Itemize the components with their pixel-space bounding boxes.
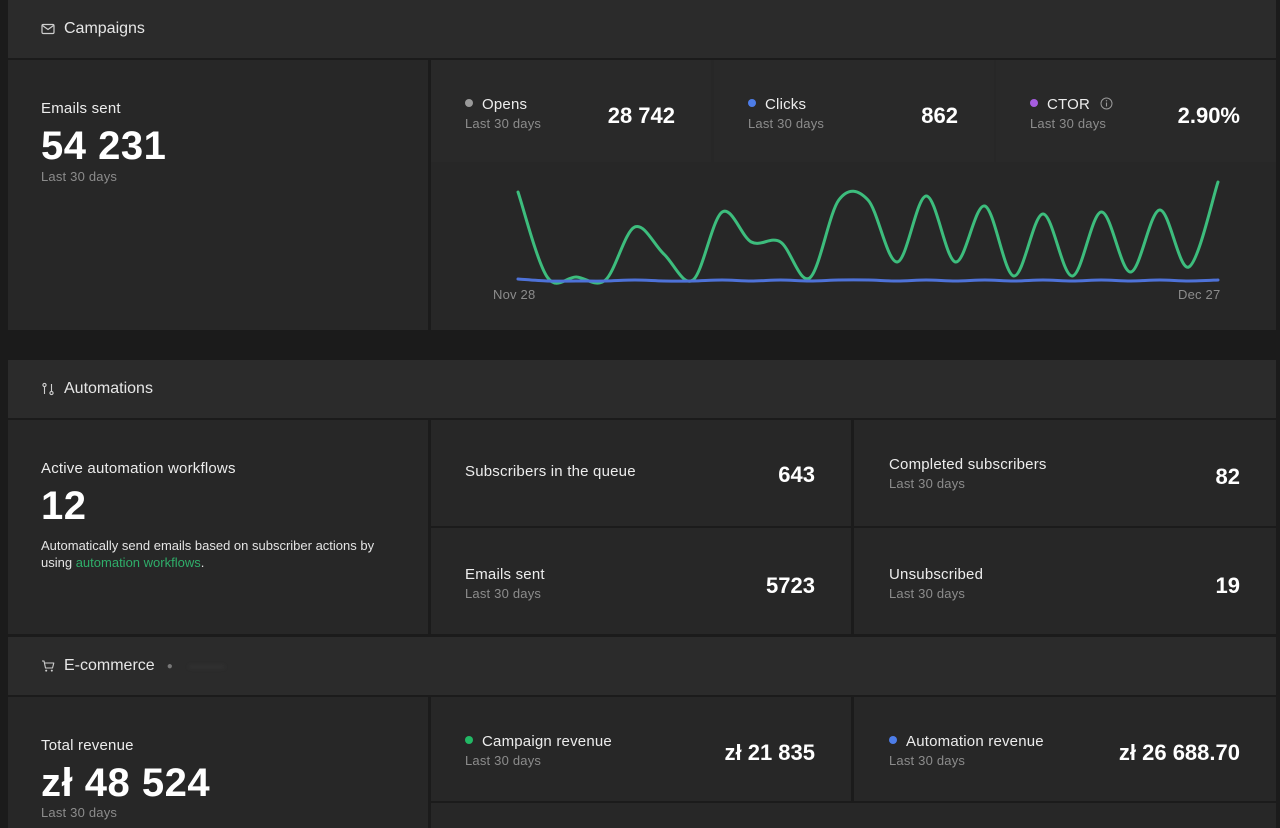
stat-emails-period: Last 30 days — [465, 586, 542, 601]
ctor-legend-dot — [1030, 99, 1038, 107]
automations-header: Automations — [8, 360, 1276, 418]
metric-ctor-label: CTOR — [1030, 96, 1113, 114]
metric-opens-period: Last 30 days — [465, 116, 542, 131]
automations-title: Automations — [64, 380, 153, 397]
ecommerce-lower-panel — [431, 803, 1276, 828]
emails-sent-card: Emails sent 54 231 Last 30 days — [8, 60, 428, 330]
metric-clicks[interactable]: Clicks Last 30 days 862 — [714, 60, 994, 162]
automation-revenue-value: zł 26 688.70 — [1118, 740, 1240, 765]
stat-subscribers-queue: Subscribers in the queue 643 — [431, 420, 851, 526]
stat-completed-value: 82 — [1215, 464, 1240, 489]
active-workflows-label: Active automation workflows — [41, 460, 236, 477]
stat-unsubscribed-value: 19 — [1215, 573, 1240, 598]
store-name: ········· — [188, 659, 225, 673]
automation-workflows-link[interactable]: automation workflows — [75, 555, 201, 570]
metric-opens-label: Opens — [465, 96, 527, 113]
automation-revenue-period: Last 30 days — [889, 753, 966, 768]
stat-queue-value: 643 — [778, 462, 815, 487]
stat-automation-emails-sent: Emails sent Last 30 days 5723 — [431, 528, 851, 634]
opens-legend-dot — [465, 99, 473, 107]
emails-sent-label: Emails sent — [41, 100, 121, 117]
clicks-legend-dot — [748, 99, 756, 107]
metric-clicks-period: Last 30 days — [748, 116, 825, 131]
ecommerce-header: E-commerce ● ········· — [8, 637, 1276, 695]
metric-clicks-value: 862 — [921, 103, 958, 128]
stat-completed-label: Completed subscribers — [889, 456, 1047, 473]
automation-revenue-dot — [889, 736, 897, 744]
total-revenue-label: Total revenue — [41, 737, 134, 754]
total-revenue-period: Last 30 days — [41, 805, 118, 820]
ecommerce-title: E-commerce — [64, 657, 155, 674]
stat-completed-subscribers: Completed subscribers Last 30 days 82 — [854, 420, 1276, 526]
metric-ctor-period: Last 30 days — [1030, 116, 1107, 131]
stat-unsubscribed-period: Last 30 days — [889, 586, 966, 601]
stat-unsubscribed: Unsubscribed Last 30 days 19 — [854, 528, 1276, 634]
campaign-revenue-value: zł 21 835 — [724, 740, 815, 765]
separator-dot: ● — [166, 660, 173, 672]
active-workflows-card: Active automation workflows 12 Automatic… — [8, 420, 428, 634]
series-line-opens — [516, 180, 1220, 285]
active-workflows-description: Automatically send emails based on subsc… — [41, 538, 375, 570]
series-line-clicks — [516, 277, 1220, 283]
campaign-line-chart — [516, 180, 1220, 285]
emails-sent-period: Last 30 days — [41, 169, 118, 184]
stat-emails-value: 5723 — [766, 573, 815, 598]
x-axis-start-label: Nov 28 — [493, 287, 536, 302]
campaign-revenue-card: Campaign revenue Last 30 days zł 21 835 — [431, 697, 851, 801]
metric-opens-value: 28 742 — [607, 103, 675, 128]
stat-queue-label: Subscribers in the queue — [465, 463, 636, 480]
stat-emails-label: Emails sent — [465, 566, 545, 583]
automation-revenue-card: Automation revenue Last 30 days zł 26 68… — [854, 697, 1276, 801]
cart-icon — [41, 659, 55, 673]
metric-ctor[interactable]: CTOR Last 30 days 2.90% — [996, 60, 1276, 162]
metric-clicks-label: Clicks — [748, 96, 806, 113]
workflow-icon — [41, 382, 55, 396]
campaigns-title: Campaigns — [64, 20, 145, 37]
total-revenue-card: Total revenue zł 48 524 Last 30 days — [8, 697, 428, 828]
campaigns-header: Campaigns — [8, 0, 1276, 58]
x-axis-end-label: Dec 27 — [1178, 287, 1221, 302]
active-workflows-value: 12 — [41, 484, 87, 528]
metric-opens[interactable]: Opens Last 30 days 28 742 — [431, 60, 711, 162]
info-icon[interactable] — [1100, 97, 1113, 114]
emails-sent-value: 54 231 — [41, 124, 167, 168]
total-revenue-value: zł 48 524 — [41, 761, 211, 805]
campaign-revenue-period: Last 30 days — [465, 753, 542, 768]
stat-unsubscribed-label: Unsubscribed — [889, 566, 984, 583]
automation-revenue-label: Automation revenue — [889, 733, 1044, 750]
mail-icon — [41, 22, 55, 36]
campaign-revenue-label: Campaign revenue — [465, 733, 612, 750]
campaign-revenue-dot — [465, 736, 473, 744]
metric-ctor-value: 2.90% — [1177, 103, 1240, 128]
stat-completed-period: Last 30 days — [889, 476, 966, 491]
